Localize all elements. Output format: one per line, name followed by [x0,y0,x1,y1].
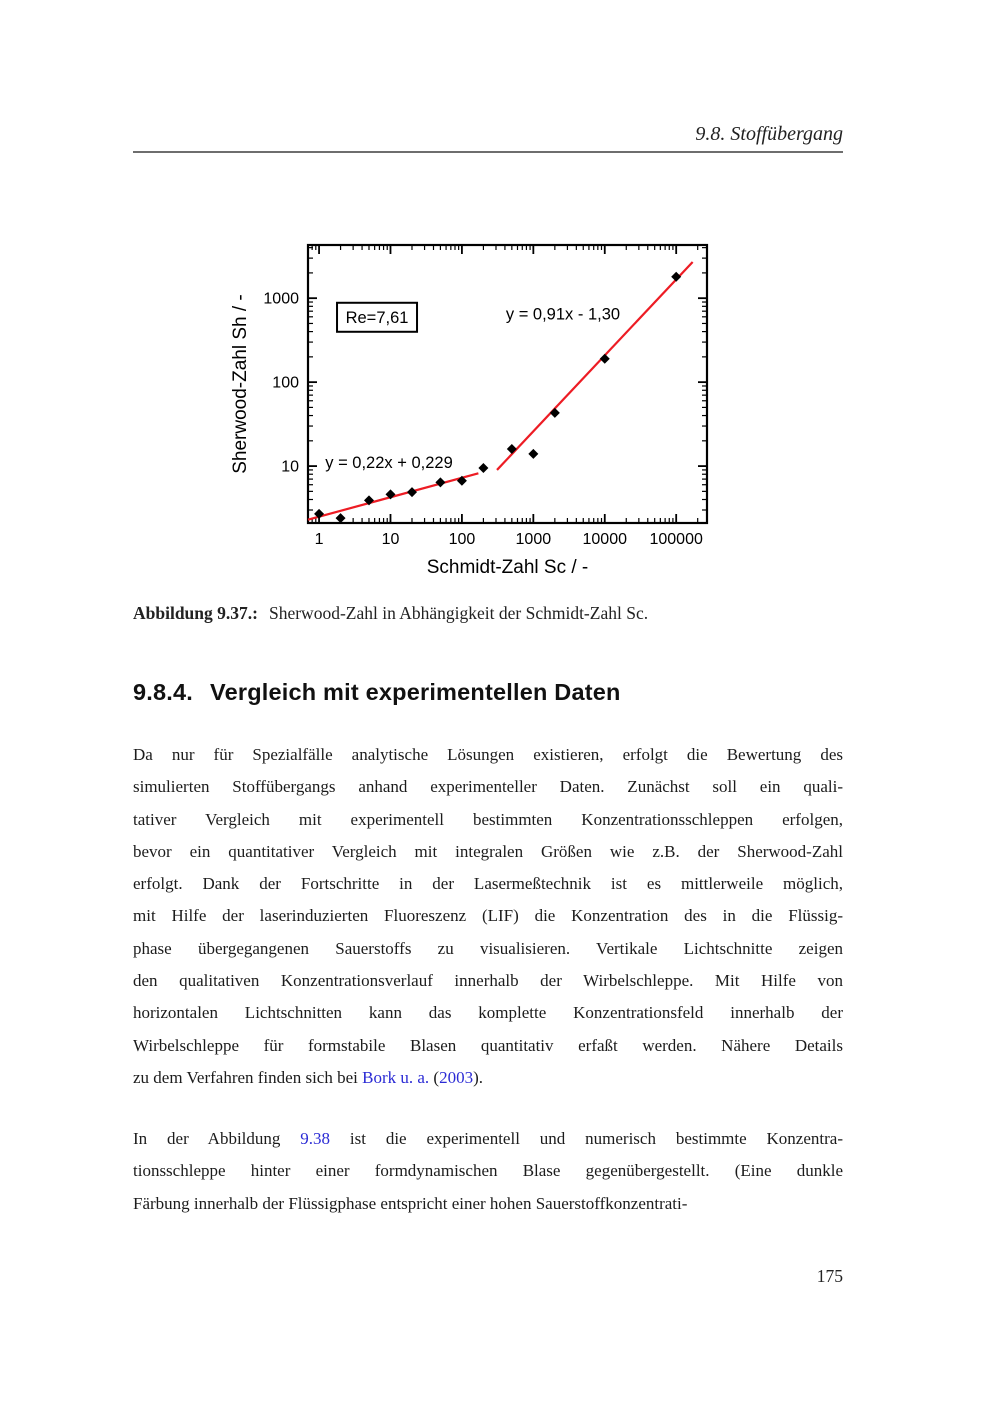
text-segment: ist die experimentell und numerisch best… [330,1129,843,1148]
text-segment: In der Abbildung [133,1129,301,1148]
text-line: erfolgt. Dank der Fortschritte in der La… [133,868,843,900]
figure-caption-text: Sherwood-Zahl in Abhängigkeit der Schmid… [268,603,649,623]
text-segment: Färbung innerhalb der Flüssigphase entsp… [133,1193,688,1213]
running-header: 9.8. Stoffübergang [695,123,843,145]
citation-link[interactable]: 9.38 [300,1129,331,1148]
page-number: 175 [816,1266,843,1286]
text-line: zu dem Verfahren finden sich bei Bork u.… [133,1062,843,1094]
data-point [528,448,539,459]
data-point [385,489,396,500]
citation-link[interactable]: 2003 [439,1067,474,1087]
section-heading: 9.8.4. Vergleich mit experimentellen Date… [133,679,893,706]
text-segment: erfolgt. Dank der Fortschritte in der La… [133,874,843,894]
text-segment: ). [473,1067,483,1087]
citation-link[interactable]: Bork u. a. [362,1067,430,1087]
section-title: Vergleich mit experimentellen Daten [210,679,621,705]
x-tick-label: 1 [315,531,324,548]
text-segment: tionsschleppe hinter einer formdynamisch… [133,1161,843,1181]
text-segment: simulierten Stoffübergangs anhand experi… [133,777,843,797]
data-point [549,407,560,418]
data-point [506,443,517,454]
text-segment: phase übergegangenen Sauerstoffs zu visu… [133,938,843,958]
text-line: mit Hilfe der laserinduzierten Fluoresze… [133,900,843,932]
annotation-box [336,301,419,333]
section-number: 9.8.4. [133,679,193,705]
text-segment: horizontalen Lichtschnitten kann das kom… [133,1003,843,1023]
annotation-equation: y = 0,22x + 0,229 [325,454,453,472]
x-tick-label: 100 [449,531,476,548]
annotation-equation: y = 0,91x - 1,30 [506,305,620,323]
data-point [478,462,489,473]
figure-caption: Abbildung 9.37.: Sherwood-Zahl in Abhängi… [133,603,843,624]
text-line: tionsschleppe hinter einer formdynamisch… [133,1155,843,1187]
text-segment: Da nur für Spezialfälle analytische Lösu… [133,745,843,764]
x-tick-label: 100000 [649,531,702,548]
text-line: bevor ein quantitativer Vergleich mit in… [133,836,843,868]
x-axis-title: Schmidt-Zahl Sc / - [427,557,589,578]
text-segment: Wirbelschleppe für formstabile Blasen qu… [133,1035,843,1055]
x-tick-label: 1000 [516,531,552,548]
text-line: phase übergegangenen Sauerstoffs zu visu… [133,933,843,965]
y-tick-label: 10 [281,459,299,476]
header-rule [133,151,843,153]
figure-9-37: 1 10 100 1000 10000 100000 10 100 1000 Schmidt-Za… [225,228,745,600]
text-segment: den qualitativen Konzentrationsverlauf i… [133,971,843,991]
text-line: Da nur für Spezialfälle analytische Lösu… [133,739,843,771]
fit-line [496,261,694,471]
data-point [435,477,446,488]
y-axis-title: Sherwood-Zahl Sh / - [230,294,251,474]
data-point [406,487,417,498]
text-line: In der Abbildung 9.38 ist die experiment… [133,1123,843,1155]
text-line: den qualitativen Konzentrationsverlauf i… [133,965,843,997]
data-point [671,271,682,282]
figure-chart: 1 10 100 1000 10000 100000 10 100 1000 Schmidt-Za… [230,243,709,578]
text-line: simulierten Stoffübergangs anhand experi… [133,771,843,803]
text-segment: tativer Vergleich mit experimentell best… [133,809,843,829]
text-segment: ( [429,1067,440,1087]
paragraph-1: Da nur für Spezialfälle analytische Lösu… [133,739,843,1094]
text-line: horizontalen Lichtschnitten kann das kom… [133,997,843,1029]
x-tick-label: 10 [382,531,400,548]
data-point [335,513,346,524]
x-tick-label: 10000 [583,531,628,548]
y-tick-label: 1000 [263,291,299,308]
chart-frame [306,243,709,525]
text-segment: mit Hilfe der laserinduzierten Fluoresze… [133,906,843,926]
figure-caption-label: Abbildung 9.37.: [133,603,258,623]
text-line: Färbung innerhalb der Flüssigphase entsp… [133,1188,843,1220]
data-point [456,475,467,486]
text-segment: bevor ein quantitativer Vergleich mit in… [133,841,843,861]
y-tick-label: 100 [272,375,299,392]
text-segment: zu dem Verfahren finden sich bei [133,1067,363,1087]
text-line: tativer Vergleich mit experimentell best… [133,804,843,836]
text-line: Wirbelschleppe für formstabile Blasen qu… [133,1030,843,1062]
data-point [314,508,325,519]
annotation-re-label: Re=7,61 [346,309,409,327]
paragraph-2: In der Abbildung 9.38 ist die experiment… [133,1123,843,1220]
data-point [599,353,610,364]
data-point [363,495,374,506]
